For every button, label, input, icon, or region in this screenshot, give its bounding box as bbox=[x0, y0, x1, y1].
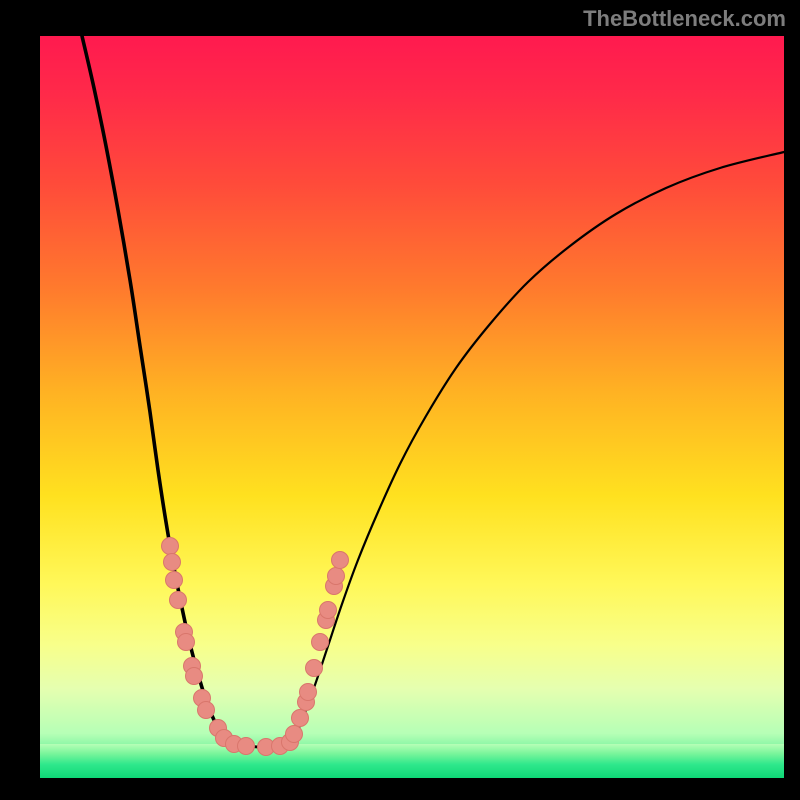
chart-stage: TheBottleneck.com bbox=[0, 0, 800, 800]
green-band bbox=[40, 744, 784, 778]
attribution-label: TheBottleneck.com bbox=[583, 6, 786, 32]
plot-background bbox=[40, 36, 784, 778]
